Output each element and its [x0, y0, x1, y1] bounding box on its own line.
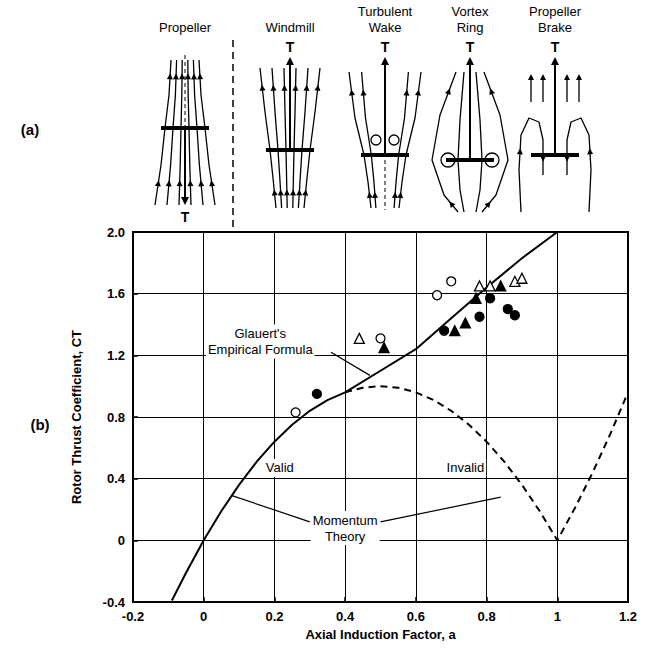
svg-text:0.6: 0.6 [407, 609, 425, 624]
svg-text:1: 1 [554, 609, 561, 624]
svg-text:-0.2: -0.2 [122, 609, 144, 624]
svg-text:1.2: 1.2 [619, 609, 637, 624]
svg-text:0.8: 0.8 [107, 410, 125, 425]
svg-text:2.0: 2.0 [107, 225, 125, 240]
svg-text:Propeller: Propeller [529, 4, 582, 19]
svg-text:0.8: 0.8 [478, 609, 496, 624]
svg-text:Turbulent: Turbulent [358, 4, 413, 19]
svg-text:Ring: Ring [457, 20, 484, 35]
svg-text:Glauert's: Glauert's [234, 326, 286, 341]
svg-text:T: T [286, 39, 295, 55]
svg-text:0.4: 0.4 [107, 471, 126, 486]
svg-text:Empirical Formula: Empirical Formula [208, 342, 314, 357]
svg-text:Axial Induction Factor, a: Axial Induction Factor, a [305, 627, 456, 642]
svg-text:Propeller: Propeller [159, 20, 212, 35]
svg-text:T: T [381, 39, 390, 55]
svg-text:Rotor Thrust Coefficient, CT: Rotor Thrust Coefficient, CT [69, 330, 84, 504]
svg-text:Momentum: Momentum [313, 513, 378, 528]
svg-text:(b): (b) [30, 416, 49, 433]
svg-text:-0.4: -0.4 [103, 595, 126, 610]
svg-text:0.4: 0.4 [336, 609, 355, 624]
svg-text:0: 0 [200, 609, 207, 624]
svg-text:Wake: Wake [369, 20, 402, 35]
svg-text:Valid: Valid [266, 460, 294, 475]
svg-text:Vortex: Vortex [452, 4, 489, 19]
svg-text:(a): (a) [21, 121, 39, 138]
svg-text:Windmill: Windmill [265, 20, 314, 35]
svg-text:0.2: 0.2 [265, 609, 283, 624]
svg-text:T: T [551, 39, 560, 55]
svg-text:1.6: 1.6 [107, 286, 125, 301]
svg-text:Brake: Brake [538, 20, 572, 35]
svg-text:T: T [466, 39, 475, 55]
svg-text:0: 0 [118, 533, 125, 548]
svg-text:T: T [181, 209, 190, 225]
svg-text:Invalid: Invalid [447, 460, 485, 475]
svg-text:1.2: 1.2 [107, 348, 125, 363]
svg-text:Theory: Theory [325, 529, 366, 544]
